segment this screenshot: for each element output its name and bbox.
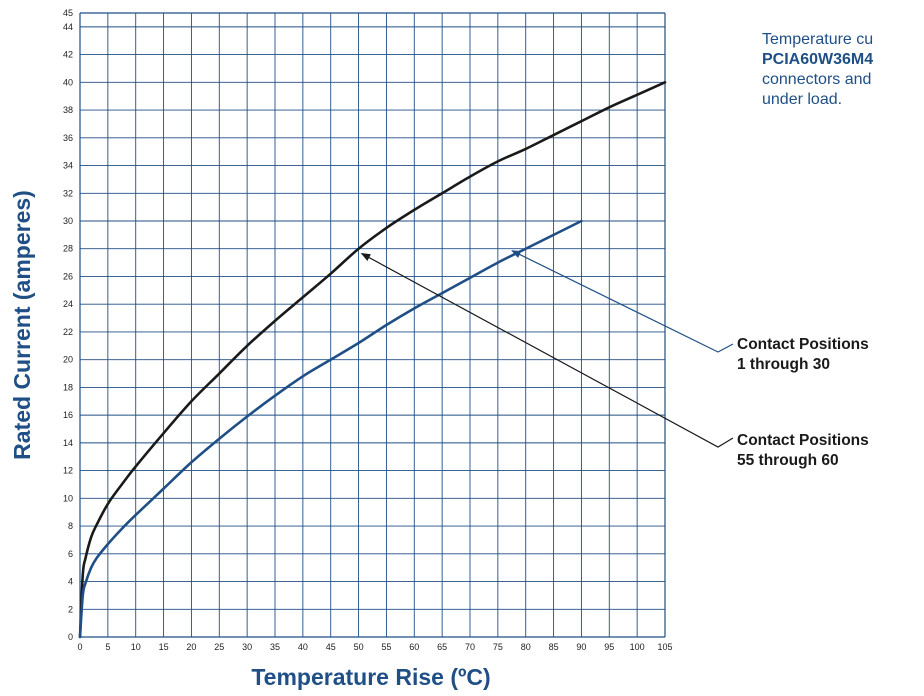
y-tick-label: 20	[63, 355, 73, 365]
annotation-leader-2	[360, 252, 734, 448]
y-tick-label: 18	[63, 382, 73, 392]
y-tick-label: 14	[63, 438, 73, 448]
y-tick-label: 28	[63, 244, 73, 254]
description-part-number: PCIA60W36M4	[762, 51, 874, 68]
series-line-1	[78, 81, 667, 639]
x-tick-label: 20	[186, 642, 196, 652]
y-tick-label: 44	[63, 22, 73, 32]
annotation-leader-1	[511, 250, 734, 353]
x-tick-label: 50	[354, 642, 364, 652]
y-tick-label: 0	[68, 632, 73, 642]
y-tick-label: 6	[68, 549, 73, 559]
y-tick-label: 4	[68, 577, 73, 587]
y-tick-label: 22	[63, 327, 73, 337]
x-tick-label: 90	[576, 642, 586, 652]
x-tick-label: 70	[465, 642, 475, 652]
annotation-label-line: Contact Positions	[737, 432, 869, 449]
y-tick-label: 45	[63, 8, 73, 18]
y-tick-label: 8	[68, 521, 73, 531]
annotation-label-line: 55 through 60	[737, 452, 839, 469]
description-line-4: under load.	[762, 91, 843, 108]
annotation-label-line: Contact Positions	[737, 336, 869, 353]
y-tick-label: 12	[63, 466, 73, 476]
x-tick-label: 80	[521, 642, 531, 652]
y-tick-label: 34	[63, 161, 73, 171]
x-tick-label: 60	[409, 642, 419, 652]
grid	[79, 12, 666, 638]
x-tick-label: 0	[77, 642, 82, 652]
y-tick-label: 2	[68, 604, 73, 614]
x-tick-label: 15	[159, 642, 169, 652]
y-tick-label: 30	[63, 216, 73, 226]
x-tick-label: 95	[604, 642, 614, 652]
x-axis-title: Temperature Rise (ºC)	[251, 664, 490, 690]
y-tick-label: 26	[63, 271, 73, 281]
x-tick-label: 25	[214, 642, 224, 652]
annotation-label-line: 1 through 30	[737, 356, 830, 373]
x-tick-label: 55	[381, 642, 391, 652]
description-line-1: Temperature cu	[762, 31, 874, 48]
x-tick-label: 35	[270, 642, 280, 652]
x-tick-label: 30	[242, 642, 252, 652]
series-line-2	[78, 219, 583, 639]
tick-labels: 0 5 10 15 20 25 30 35 40 45 50 55 60 65 70 75 80 85 90 95 10…	[63, 8, 673, 652]
x-tick-label: 40	[298, 642, 308, 652]
annotation-label-2: Contact Positions 55 through 60	[737, 432, 869, 469]
y-axis-title: Rated Current (amperes)	[9, 190, 35, 460]
x-tick-label: 45	[326, 642, 336, 652]
x-tick-label: 105	[657, 642, 672, 652]
description-text: Temperature cu PCIA60W36M4 connectors an…	[762, 30, 924, 110]
annotation-label-1: Contact Positions 1 through 30	[737, 336, 869, 373]
x-tick-label: 75	[493, 642, 503, 652]
x-tick-label: 10	[131, 642, 141, 652]
y-tick-label: 38	[63, 105, 73, 115]
description-line-3: connectors and	[762, 71, 872, 88]
y-tick-label: 10	[63, 493, 73, 503]
x-tick-label: 5	[105, 642, 110, 652]
y-tick-label: 32	[63, 188, 73, 198]
y-tick-label: 36	[63, 133, 73, 143]
x-tick-label: 65	[437, 642, 447, 652]
y-tick-label: 40	[63, 77, 73, 87]
x-tick-label: 100	[630, 642, 645, 652]
x-tick-label: 85	[549, 642, 559, 652]
y-tick-label: 42	[63, 50, 73, 60]
y-tick-label: 16	[63, 410, 73, 420]
series-lines	[78, 81, 667, 639]
y-tick-label: 24	[63, 299, 73, 309]
